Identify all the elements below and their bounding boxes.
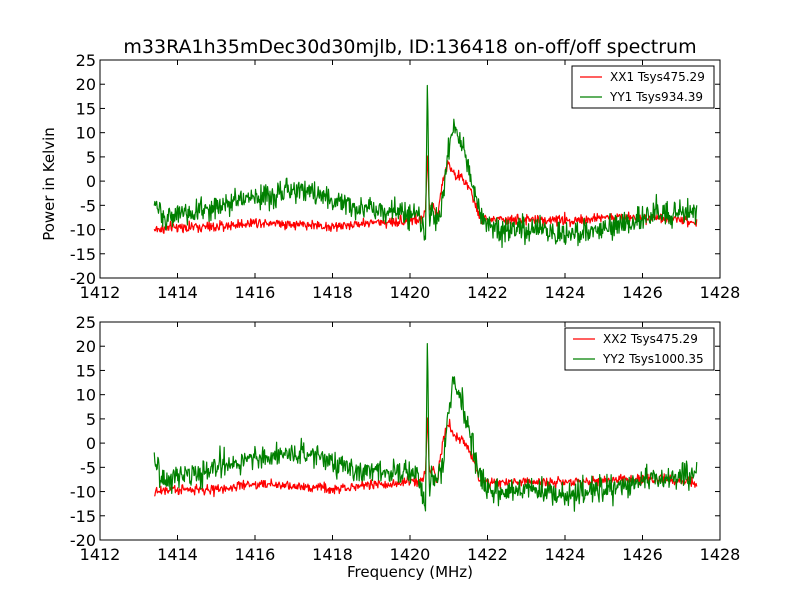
y-tick-label: 0: [86, 434, 96, 453]
y-tick-label: -20: [70, 269, 96, 288]
x-tick-label: 1422: [467, 545, 508, 564]
legend-box: [564, 327, 715, 371]
y-tick-label: 15: [76, 99, 96, 118]
x-tick-label: 1412: [80, 545, 121, 564]
x-tick-label: 1424: [545, 283, 586, 302]
y-tick-label: 25: [76, 51, 96, 70]
legend-label: XX1 Tsys475.29: [610, 70, 705, 84]
y-axis-label: Power in Kelvin: [40, 127, 58, 241]
legend-label: YY2 Tsys1000.35: [602, 352, 704, 366]
x-tick-label: 1418: [312, 545, 353, 564]
y-tick-label: 10: [76, 386, 96, 405]
y-tick-label: 5: [86, 410, 96, 429]
y-tick-label: -5: [80, 196, 96, 215]
y-tick-label: -15: [70, 507, 96, 526]
x-tick-label: 1414: [157, 545, 198, 564]
legend: XX1 Tsys475.29 YY1 Tsys934.39: [571, 65, 715, 109]
x-tick-label: 1428: [700, 283, 741, 302]
legend-label: XX2 Tsys475.29: [603, 332, 698, 346]
y-tick-label: -15: [70, 245, 96, 264]
series-group: [153, 343, 698, 512]
series-line-yy: [153, 84, 698, 249]
series-line-yy: [153, 343, 698, 512]
y-tick-label: -20: [70, 531, 96, 550]
x-tick-label: 1420: [390, 283, 431, 302]
x-tick-label: 1426: [622, 283, 663, 302]
y-tick-label: 15: [76, 361, 96, 380]
x-tick-label: 1422: [467, 283, 508, 302]
x-tick-label: 1416: [235, 545, 276, 564]
y-tick-label: -10: [70, 221, 96, 240]
x-tick-label: 1420: [390, 545, 431, 564]
bottom-panel: 1412 1414 1416 1418 1420 1422 1424 1426 1428 -20 -…: [70, 313, 741, 564]
y-tick-label: -10: [70, 483, 96, 502]
y-tick-label: 20: [76, 75, 96, 94]
legend-label: YY1 Tsys934.39: [609, 90, 703, 104]
x-tick-label: 1412: [80, 283, 121, 302]
x-tick-label: 1428: [700, 545, 741, 564]
x-tick-label: 1416: [235, 283, 276, 302]
legend-box: [571, 65, 715, 109]
y-tick-label: 20: [76, 337, 96, 356]
x-tick-label: 1418: [312, 283, 353, 302]
x-axis-label: Frequency (MHz): [347, 563, 473, 581]
series-group: [153, 84, 698, 249]
x-tick-label: 1426: [622, 545, 663, 564]
chart-title: m33RA1h35mDec30d30mjlb, ID:136418 on-off…: [123, 36, 696, 58]
y-tick-label: 25: [76, 313, 96, 332]
y-tick-label: 10: [76, 124, 96, 143]
y-tick-label: 0: [86, 172, 96, 191]
y-tick-label: -5: [80, 458, 96, 477]
top-panel: 1412 1414 1416 1418 1420 1422 1424 1426 1428 -20 -…: [70, 51, 741, 302]
legend: XX2 Tsys475.29 YY2 Tsys1000.35: [564, 327, 715, 371]
x-tick-label: 1414: [157, 283, 198, 302]
x-tick-label: 1424: [545, 545, 586, 564]
y-tick-label: 5: [86, 148, 96, 167]
